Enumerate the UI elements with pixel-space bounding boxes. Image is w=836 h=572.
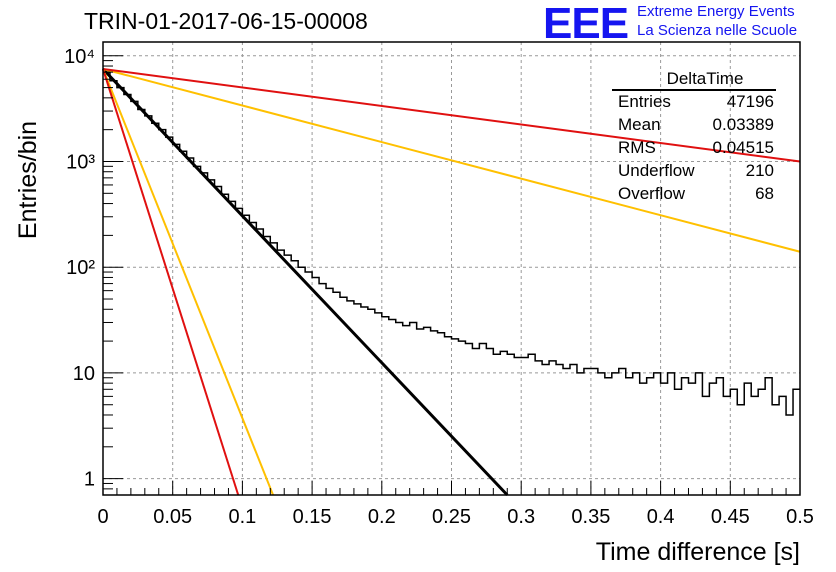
stats-key: Overflow [618, 184, 686, 203]
y-tick-label: 1 [84, 469, 95, 491]
stats-row: RMS 0.04515 [618, 138, 774, 160]
fit-line [102, 67, 801, 163]
histogram [103, 71, 800, 416]
stats-key: Mean [618, 115, 661, 134]
logo-line-1: Extreme Energy Events [637, 3, 795, 20]
y-axis-title: Entries/bin [14, 121, 42, 239]
fit-line [102, 68, 240, 496]
x-tick-label: 0.4 [647, 506, 675, 528]
stats-value: 210 [745, 161, 774, 180]
y-tick-label: 10 [73, 363, 95, 385]
axis-ticks [102, 55, 801, 496]
x-tick-label: 0.45 [711, 506, 750, 528]
stats-box: DeltaTime Entries 47196 Mean 0.03389 RMS… [612, 68, 798, 210]
x-tick-label: 0.5 [786, 506, 814, 528]
x-tick-label: 0.3 [507, 506, 535, 528]
fit-lines [101, 67, 801, 497]
x-tick-label: 0.05 [153, 506, 192, 528]
stats-title: DeltaTime [666, 69, 744, 88]
x-tick-labels: 0 0.05 0.1 0.15 0.2 0.25 0.3 0.35 0.4 0.45 0.5 [97, 506, 813, 528]
stats-key: RMS [618, 138, 656, 157]
grid-lines [103, 42, 800, 495]
x-tick-label: 0.35 [571, 506, 610, 528]
stats-row: Mean 0.03389 [618, 115, 774, 137]
stats-value: 0.04515 [712, 138, 774, 157]
x-tick-label: 0.25 [432, 506, 471, 528]
stats-key: Entries [618, 92, 671, 111]
fit-line [102, 68, 274, 496]
y-tick-labels: 1 10 10² 10³ 10⁴ [64, 46, 95, 491]
stats-row: Underflow 210 [618, 161, 774, 183]
x-axis-title: Time difference [s] [596, 538, 800, 566]
stats-value: 68 [755, 184, 774, 203]
stats-key: Underflow [618, 161, 695, 180]
stats-underline [612, 89, 776, 91]
x-tick-label: 0.1 [228, 506, 256, 528]
y-tick-label: 10³ [66, 151, 95, 173]
stats-value: 47196 [726, 92, 774, 111]
stats-row: Overflow 68 [618, 184, 774, 206]
x-tick-label: 0 [97, 506, 108, 528]
y-tick-label: 10² [66, 257, 95, 279]
chart-title: TRIN-01-2017-06-15-00008 [84, 8, 368, 34]
fit-line [102, 68, 801, 253]
eee-logo: EEE [543, 0, 629, 48]
x-tick-label: 0.15 [293, 506, 332, 528]
histogram-bins [103, 71, 800, 416]
x-tick-label: 0.2 [368, 506, 396, 528]
logo-line-2: La Scienza nelle Scuole [637, 22, 798, 39]
y-tick-label: 10⁴ [64, 46, 95, 68]
fit-line [101, 67, 509, 497]
stats-value: 0.03389 [712, 115, 774, 134]
stats-row: Entries 47196 [618, 92, 774, 114]
